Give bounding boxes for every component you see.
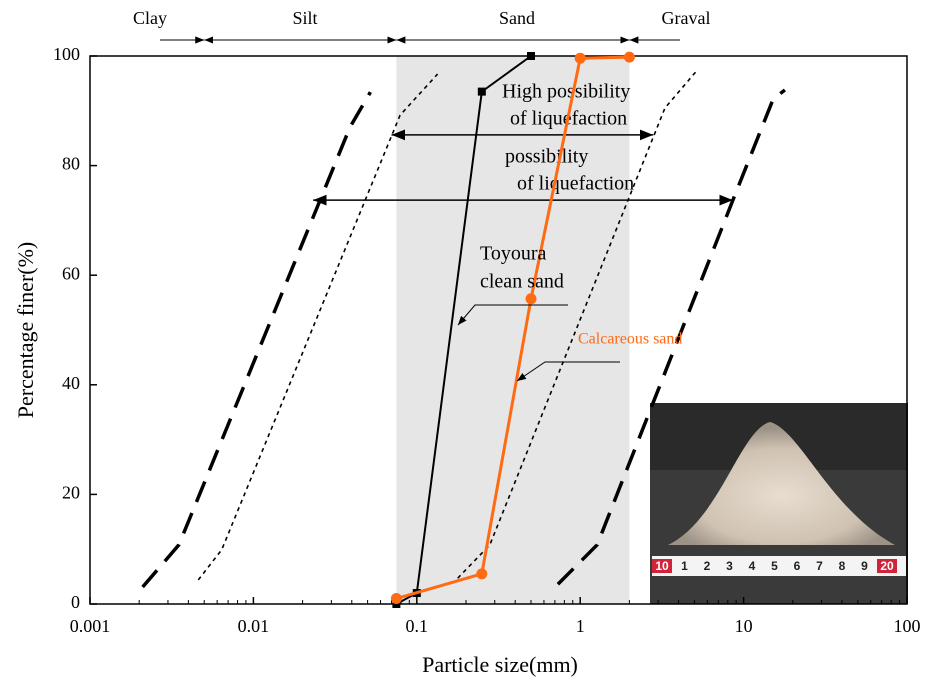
data-point [526,293,537,304]
ruler-label: 9 [861,559,868,573]
ruler-label: 7 [816,559,823,573]
x-axis-title: Particle size(mm) [422,652,578,677]
y-tick-label: 100 [53,44,80,64]
range-label: of liquefaction [517,173,634,195]
ruler-label: 1 [681,559,688,573]
soil-class-label: Graval [662,8,711,28]
series-label: Calcareous sand [578,331,682,348]
series-label: clean sand [480,271,564,293]
soil-class-label: Silt [292,8,317,28]
x-tick-label: 0.001 [70,616,111,636]
y-tick-label: 60 [62,263,80,283]
ruler-label: 4 [749,559,756,573]
soil-class-label: Clay [133,8,167,28]
range-label: High possibility [502,81,630,103]
data-point [391,593,402,604]
ruler-label: 3 [726,559,733,573]
y-tick-label: 20 [62,483,80,503]
envelope-line [143,92,371,587]
data-point [476,568,487,579]
x-tick-label: 10 [735,616,753,636]
x-tick-label: 100 [894,616,921,636]
ruler [652,556,906,576]
ruler-label: 20 [880,559,894,573]
data-point [624,52,635,63]
range-label: possibility [505,146,588,168]
data-point [478,88,486,96]
y-tick-label: 40 [62,373,80,393]
ruler-label: 6 [794,559,801,573]
chart: Particle size(mm) Percentage finer(%) 10… [0,0,931,684]
x-tick-label: 1 [576,616,585,636]
ruler-label: 5 [771,559,778,573]
soil-class-label: Sand [499,8,535,28]
ruler-label: 10 [655,559,669,573]
data-point [527,52,535,60]
y-tick-label: 0 [71,592,80,612]
series-label: Toyoura [480,243,546,265]
x-tick-label: 0.01 [238,616,270,636]
y-axis-title: Percentage finer(%) [13,242,38,419]
x-tick-label: 0.1 [406,616,429,636]
ruler-label: 8 [839,559,846,573]
ruler-label: 2 [704,559,711,573]
y-tick-label: 80 [62,154,80,174]
data-point [575,53,586,64]
